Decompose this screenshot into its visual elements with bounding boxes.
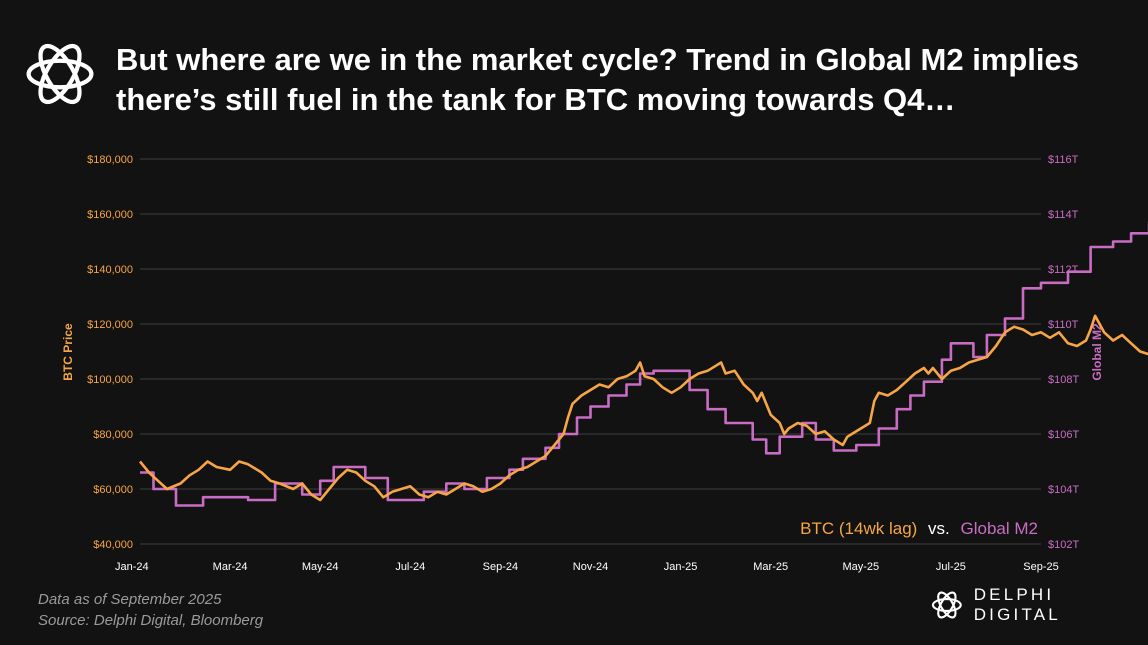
title-line-2: there’s still fuel in the tank for BTC m… (116, 82, 956, 117)
left-tick-label: $160,000 (87, 209, 133, 221)
left-tick-label: $140,000 (87, 264, 133, 276)
right-tick-label: $104T (1048, 484, 1079, 496)
right-tick-label: $112T (1048, 264, 1079, 276)
x-axis-ticks: Jan-24 Mar-24 May-24 Jul-24 Sep-24 Nov-24 Jan-… (115, 561, 1059, 573)
left-axis-ticks: $40,000 $60,000 $80,000 $100,000 $120,000 $14… (87, 154, 133, 551)
x-tick-label: May-24 (302, 561, 339, 573)
left-tick-label: $180,000 (87, 154, 133, 166)
right-axis-ticks: $102T $104T $106T $108T $110T $112T $114T $116T (1048, 154, 1079, 551)
source-note: Source: Delphi Digital, Bloomberg (38, 612, 264, 629)
btc-series-line (138, 314, 1148, 502)
x-tick-label: Jan-25 (664, 561, 698, 573)
data-note: Data as of September 2025 (38, 591, 222, 608)
x-tick-label: Mar-25 (753, 561, 788, 573)
x-tick-label: Nov-24 (573, 561, 608, 573)
x-tick-label: Jan-24 (115, 561, 149, 573)
left-tick-label: $120,000 (87, 319, 133, 331)
brand-name: DELPHI DIGITAL (973, 585, 1061, 624)
left-tick-label: $80,000 (93, 429, 133, 441)
legend-btc: BTC (14wk lag) (800, 519, 917, 538)
left-tick-label: $40,000 (93, 539, 133, 551)
delphi-brand-icon (931, 591, 962, 619)
right-tick-label: $116T (1048, 154, 1079, 166)
right-axis-label: Global M2 (1090, 323, 1104, 381)
right-tick-label: $114T (1048, 209, 1079, 221)
left-tick-label: $60,000 (93, 484, 133, 496)
left-tick-label: $100,000 (87, 374, 133, 386)
x-tick-label: May-25 (842, 561, 879, 573)
legend-m2: Global M2 (961, 519, 1038, 538)
right-tick-label: $102T (1048, 539, 1079, 551)
legend-vs: vs. (928, 519, 950, 538)
page-title: But where are we in the market cycle? Tr… (116, 40, 1136, 120)
x-tick-label: Jul-25 (936, 561, 966, 573)
left-axis-label: BTC Price (61, 323, 75, 381)
delphi-logo-icon (26, 43, 94, 105)
brand-logo: DELPHI DIGITAL (930, 585, 1148, 624)
series-group (138, 221, 1148, 507)
right-tick-label: $110T (1048, 319, 1079, 331)
x-tick-label: Mar-24 (213, 561, 248, 573)
title-line-1: But where are we in the market cycle? Tr… (116, 42, 1080, 77)
x-tick-label: Sep-25 (1023, 561, 1058, 573)
right-tick-label: $108T (1048, 374, 1079, 386)
m2-series-line (140, 221, 1148, 507)
x-tick-label: Sep-24 (483, 561, 518, 573)
right-tick-label: $106T (1048, 429, 1079, 441)
chart-legend: BTC (14wk lag) vs. Global M2 (800, 519, 1038, 538)
x-tick-label: Jul-24 (395, 561, 425, 573)
